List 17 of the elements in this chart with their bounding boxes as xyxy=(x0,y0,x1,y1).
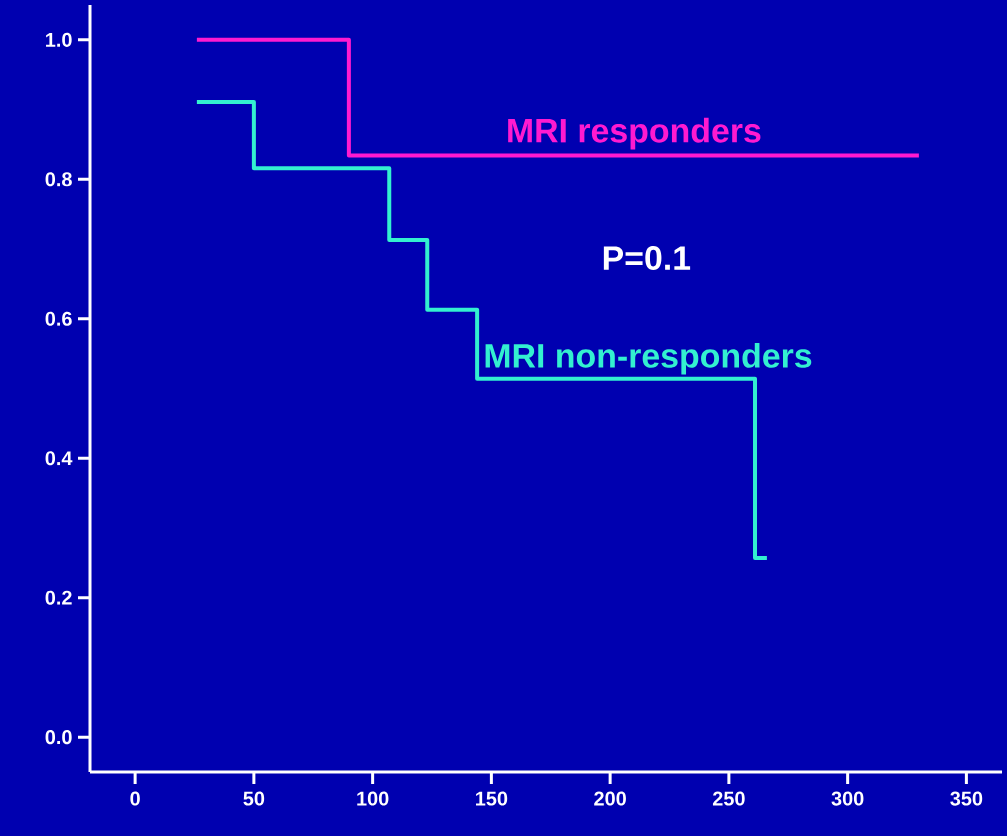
x-tick-label: 300 xyxy=(831,791,864,806)
y-tick-label: 1.0 xyxy=(46,32,72,47)
x-tick-label: 150 xyxy=(476,791,508,806)
x-tick-label: 0 xyxy=(130,791,140,806)
y-tick-label: 0.6 xyxy=(45,311,72,326)
x-tick-label: 200 xyxy=(594,791,626,806)
x-tick-label: 100 xyxy=(357,791,389,806)
x-tick-label: 50 xyxy=(243,791,265,806)
series-label: MRI non-responders xyxy=(485,342,812,375)
y-tick-label: 0.8 xyxy=(45,172,72,187)
y-tick-label: 0.2 xyxy=(45,590,72,605)
y-tick-label: 0.4 xyxy=(45,451,73,466)
y-tick-label: 0.0 xyxy=(45,730,72,745)
x-tick-label: 350 xyxy=(950,791,983,806)
series-label: MRI responders xyxy=(508,117,761,150)
annotation: P=0.1 xyxy=(603,246,691,271)
x-tick-label: 250 xyxy=(712,791,745,806)
